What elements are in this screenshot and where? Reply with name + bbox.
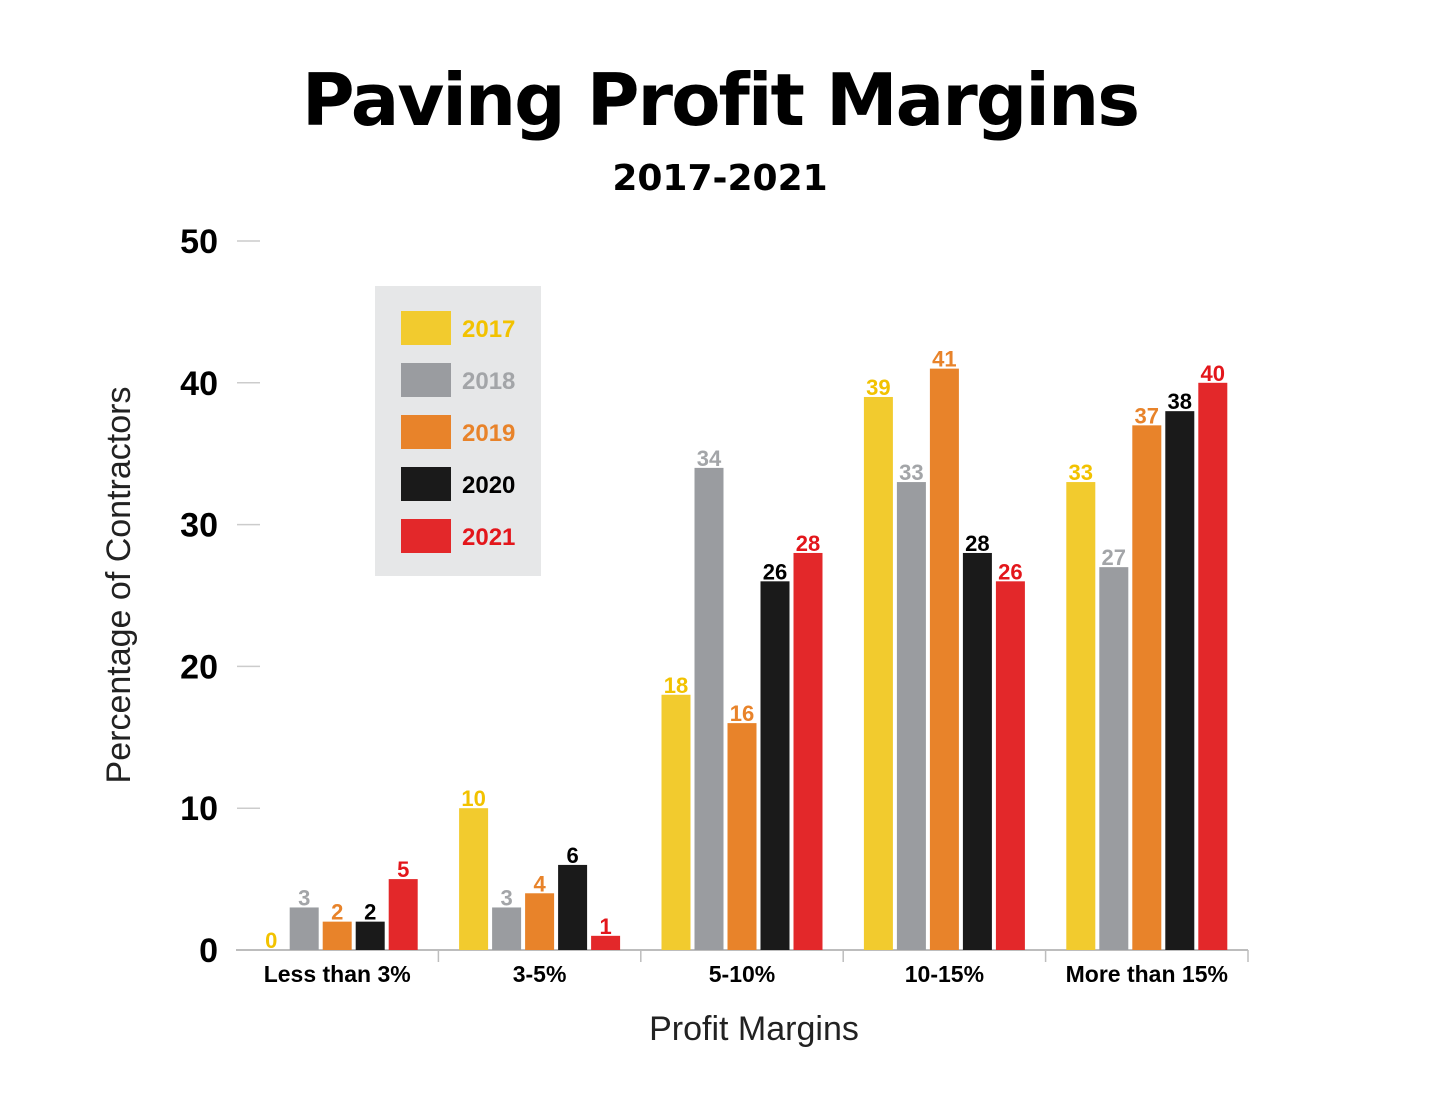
data-label-2020: 28 <box>965 531 989 556</box>
bar-2017 <box>1066 482 1096 950</box>
data-label-2017: 18 <box>664 673 688 698</box>
x-axis-label: Profit Margins <box>649 1010 859 1048</box>
legend-swatch-2019 <box>401 415 451 449</box>
bar-2020 <box>962 552 992 950</box>
data-label-2021: 5 <box>397 857 409 882</box>
bar-2021 <box>388 879 418 950</box>
data-label-2017: 39 <box>866 375 890 400</box>
bar-2017 <box>459 808 489 950</box>
x-tick-label: 5-10% <box>709 961 775 987</box>
data-label-2017: 10 <box>461 786 485 811</box>
bar-2017 <box>661 694 691 950</box>
bar-2020 <box>760 581 790 950</box>
data-label-2018: 27 <box>1102 545 1126 570</box>
chart-title: Paving Profit Margins <box>301 58 1140 142</box>
y-tick-label: 10 <box>180 790 218 828</box>
data-label-2018: 34 <box>697 446 722 471</box>
legend-label-2019: 2019 <box>462 420 515 447</box>
data-label-2021: 40 <box>1201 361 1225 386</box>
chart-subtitle: 2017-2021 <box>612 158 828 199</box>
legend-label-2020: 2020 <box>462 472 515 499</box>
data-label-2021: 26 <box>998 559 1022 584</box>
data-label-2019: 4 <box>533 871 546 896</box>
x-tick-label: More than 15% <box>1066 961 1228 987</box>
data-label-2021: 1 <box>599 914 611 939</box>
bar-2018 <box>694 467 724 950</box>
y-tick-label: 50 <box>180 223 218 261</box>
bar-2019 <box>929 368 959 950</box>
legend-swatch-2020 <box>401 467 451 501</box>
y-tick-label: 30 <box>180 507 218 545</box>
bar-2021 <box>793 552 823 950</box>
data-label-2018: 3 <box>298 885 310 910</box>
data-label-2019: 41 <box>932 347 956 372</box>
data-label-2020: 2 <box>364 900 376 925</box>
y-tick-label: 20 <box>180 648 218 686</box>
bar-2018 <box>1099 567 1129 950</box>
y-axis-label: Percentage of Contractors <box>100 387 138 784</box>
bar-2021 <box>995 581 1025 950</box>
y-tick-label: 0 <box>199 932 218 970</box>
bar-2019 <box>727 723 757 950</box>
legend-swatch-2017 <box>401 311 451 345</box>
y-tick-label: 40 <box>180 365 218 403</box>
legend-swatch-2021 <box>401 519 451 553</box>
bar-2019 <box>525 893 555 950</box>
x-tick-label: 3-5% <box>513 961 567 987</box>
data-label-2020: 38 <box>1168 389 1192 414</box>
data-label-2018: 3 <box>500 885 512 910</box>
bar-2019 <box>1132 425 1162 951</box>
bar-2020 <box>558 864 588 950</box>
legend-swatch-2018 <box>401 363 451 397</box>
bar-2017 <box>863 396 893 951</box>
legend-label-2018: 2018 <box>462 368 515 395</box>
data-label-2019: 16 <box>730 701 754 726</box>
data-label-2020: 26 <box>763 559 787 584</box>
bar-2018 <box>289 907 319 950</box>
data-label-2020: 6 <box>566 843 578 868</box>
data-label-2019: 2 <box>331 900 343 925</box>
x-tick-label: 10-15% <box>905 961 984 987</box>
legend-label-2017: 2017 <box>462 316 515 343</box>
bar-2020 <box>355 921 385 950</box>
data-label-2017: 33 <box>1069 460 1093 485</box>
data-label-2021: 28 <box>796 531 820 556</box>
bar-2018 <box>492 907 522 950</box>
bar-2021 <box>591 935 621 950</box>
bar-2019 <box>322 921 352 950</box>
data-label-2019: 37 <box>1135 403 1159 428</box>
bar-2020 <box>1165 411 1195 950</box>
legend-label-2021: 2021 <box>462 524 515 551</box>
legend-box <box>375 286 541 576</box>
bar-2018 <box>896 482 926 950</box>
data-label-2018: 33 <box>899 460 923 485</box>
data-label-2017: 0 <box>265 928 277 953</box>
bar-2021 <box>1198 382 1228 950</box>
x-tick-label: Less than 3% <box>264 961 411 987</box>
